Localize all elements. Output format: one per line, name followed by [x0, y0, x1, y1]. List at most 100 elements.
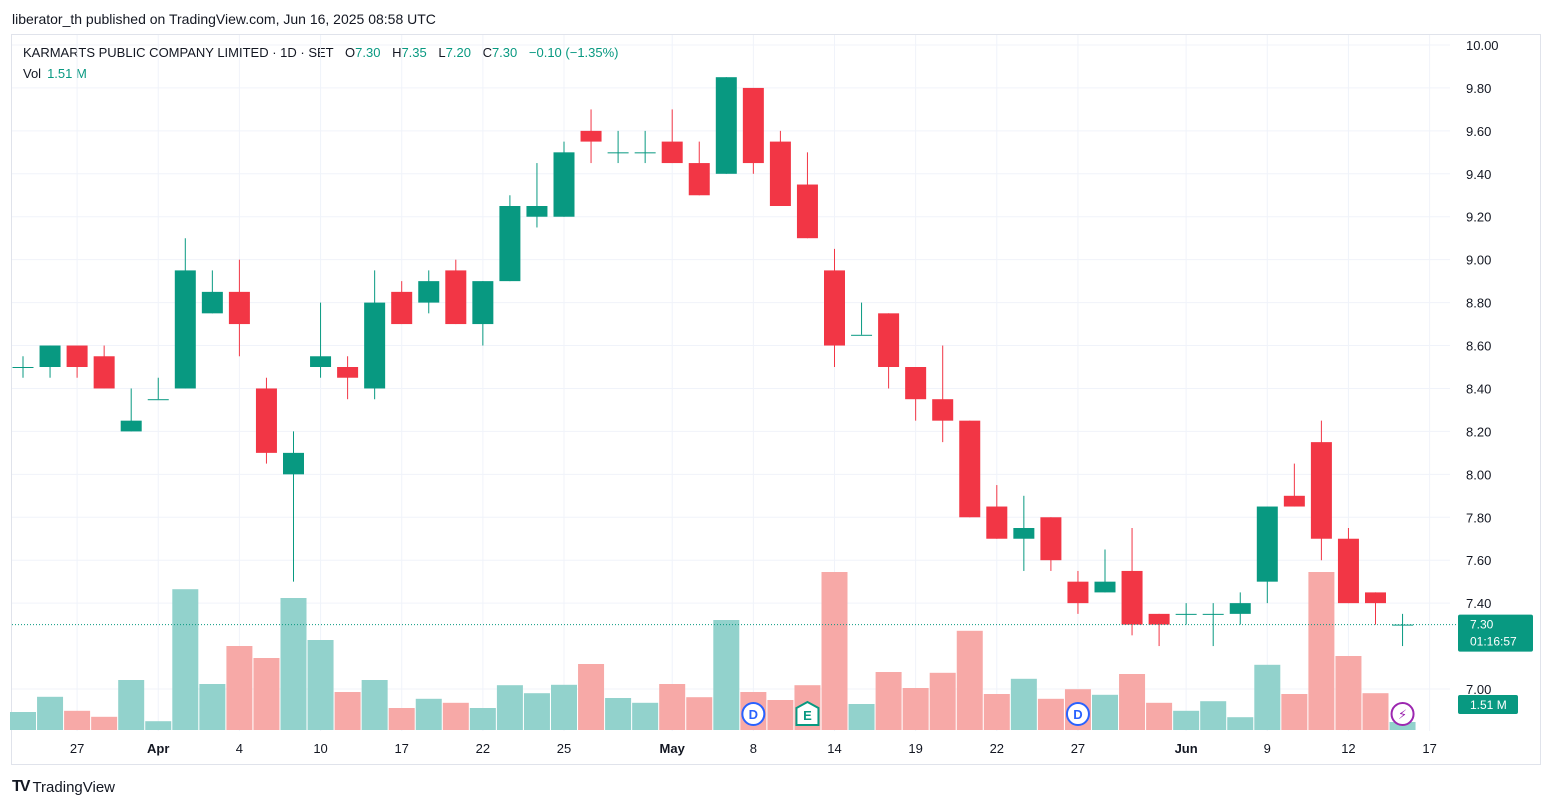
candle[interactable] — [1040, 517, 1062, 571]
candle[interactable] — [93, 345, 115, 389]
svg-text:D: D — [1073, 707, 1082, 722]
candle-body — [1148, 613, 1170, 625]
candle-body — [526, 206, 548, 217]
candle[interactable] — [283, 431, 304, 582]
candle[interactable] — [12, 356, 34, 378]
candle[interactable] — [228, 259, 250, 357]
candle[interactable] — [364, 270, 386, 400]
candle[interactable] — [1148, 613, 1170, 647]
candle[interactable] — [526, 163, 548, 228]
candle[interactable] — [715, 77, 737, 174]
y-tick-label: 9.60 — [1466, 124, 1491, 139]
dividend-event-icon[interactable]: D — [741, 702, 766, 726]
tradingview-mark-icon: TV — [12, 778, 31, 795]
candle[interactable] — [1337, 528, 1359, 604]
candle-body — [688, 163, 710, 196]
x-tick-label: 25 — [557, 741, 571, 756]
volume-bar — [1173, 710, 1200, 730]
x-tick-label: 4 — [236, 741, 243, 756]
volume-badge — [1458, 695, 1518, 714]
volume-bar — [659, 684, 686, 730]
candle[interactable] — [1202, 603, 1224, 647]
candle[interactable] — [337, 356, 359, 400]
candle[interactable] — [661, 109, 683, 164]
candle[interactable] — [499, 195, 521, 282]
candle[interactable] — [986, 485, 1008, 539]
volume-bar — [1227, 717, 1254, 730]
candle[interactable] — [1229, 592, 1251, 625]
candle[interactable] — [634, 130, 656, 164]
candle[interactable] — [796, 152, 818, 239]
candle[interactable] — [932, 345, 954, 443]
candle[interactable] — [39, 345, 61, 378]
candle-body — [1202, 613, 1224, 615]
candle-body — [418, 281, 440, 303]
tradingview-logo[interactable]: TV TradingView — [12, 778, 115, 796]
x-tick-label: 8 — [750, 741, 757, 756]
flash-event-icon[interactable]: ⚡ — [1390, 702, 1415, 726]
svg-text:D: D — [749, 707, 758, 722]
x-tick-label: 19 — [908, 741, 922, 756]
time-axis: 27 Apr 4 10 17 22 25 May 8 14 19 22 27 Jun 9 12 17 — [70, 741, 1437, 756]
high-value: 7.35 — [401, 45, 427, 60]
candle[interactable] — [959, 420, 981, 518]
dividend-event-icon[interactable]: D — [1065, 702, 1090, 726]
candle-body — [283, 452, 304, 475]
candle[interactable] — [742, 87, 764, 174]
candle[interactable] — [688, 141, 710, 196]
candle[interactable] — [769, 130, 791, 206]
candle[interactable] — [174, 238, 196, 389]
last-price-badge-price: 7.30 — [1470, 618, 1494, 632]
candle-body — [1094, 581, 1116, 593]
candle-body — [769, 141, 791, 206]
x-tick-label: May — [660, 741, 686, 756]
candle-body — [120, 420, 142, 432]
x-tick-label: 10 — [313, 741, 327, 756]
candle[interactable] — [1365, 592, 1386, 625]
candle[interactable] — [1392, 613, 1414, 647]
candle[interactable] — [66, 345, 88, 378]
candle[interactable] — [824, 248, 845, 367]
volume-label: Vol — [23, 66, 42, 81]
candle[interactable] — [905, 367, 927, 421]
earnings-event-icon[interactable]: E — [795, 700, 820, 726]
candle[interactable] — [1310, 420, 1332, 561]
candle-body — [1392, 624, 1414, 626]
candle[interactable] — [1121, 528, 1143, 636]
candle[interactable] — [1256, 506, 1278, 604]
candle[interactable] — [1013, 495, 1035, 571]
candle[interactable] — [120, 388, 142, 432]
candle[interactable] — [851, 302, 873, 336]
candle[interactable] — [1094, 549, 1116, 593]
x-tick-label: 17 — [394, 741, 408, 756]
volume-bar — [1146, 702, 1173, 730]
candle[interactable] — [1283, 463, 1305, 507]
published-caption: liberator_th published on TradingView.co… — [12, 11, 436, 27]
volume-bar — [848, 704, 875, 730]
candle-body — [499, 206, 521, 282]
candle[interactable] — [255, 377, 277, 464]
candle[interactable] — [445, 259, 467, 325]
candle-body — [1040, 517, 1062, 561]
x-tick-label: 17 — [1422, 741, 1436, 756]
volume-bar — [1335, 656, 1362, 730]
volume-bar — [199, 684, 226, 730]
candle[interactable] — [1067, 570, 1089, 614]
candle[interactable] — [553, 141, 575, 217]
candle[interactable] — [580, 109, 602, 164]
candle[interactable] — [878, 313, 900, 389]
price-axis: 10.00 9.80 9.60 9.40 9.20 9.00 8.80 8.60 8.40 8.2… — [1466, 38, 1499, 697]
candle[interactable] — [310, 302, 332, 378]
candle[interactable] — [418, 270, 440, 314]
symbol-name: KARMARTS PUBLIC COMPANY LIMITED · 1D · S… — [23, 45, 334, 60]
candle[interactable] — [472, 281, 494, 346]
volume-bar — [118, 680, 145, 730]
candle[interactable] — [147, 377, 169, 401]
candle[interactable] — [201, 270, 223, 314]
tradingview-wordmark: TradingView — [32, 778, 115, 796]
candle[interactable] — [391, 281, 413, 325]
candle[interactable] — [607, 130, 629, 164]
y-tick-label: 8.80 — [1466, 296, 1491, 311]
candle[interactable] — [1175, 603, 1197, 625]
